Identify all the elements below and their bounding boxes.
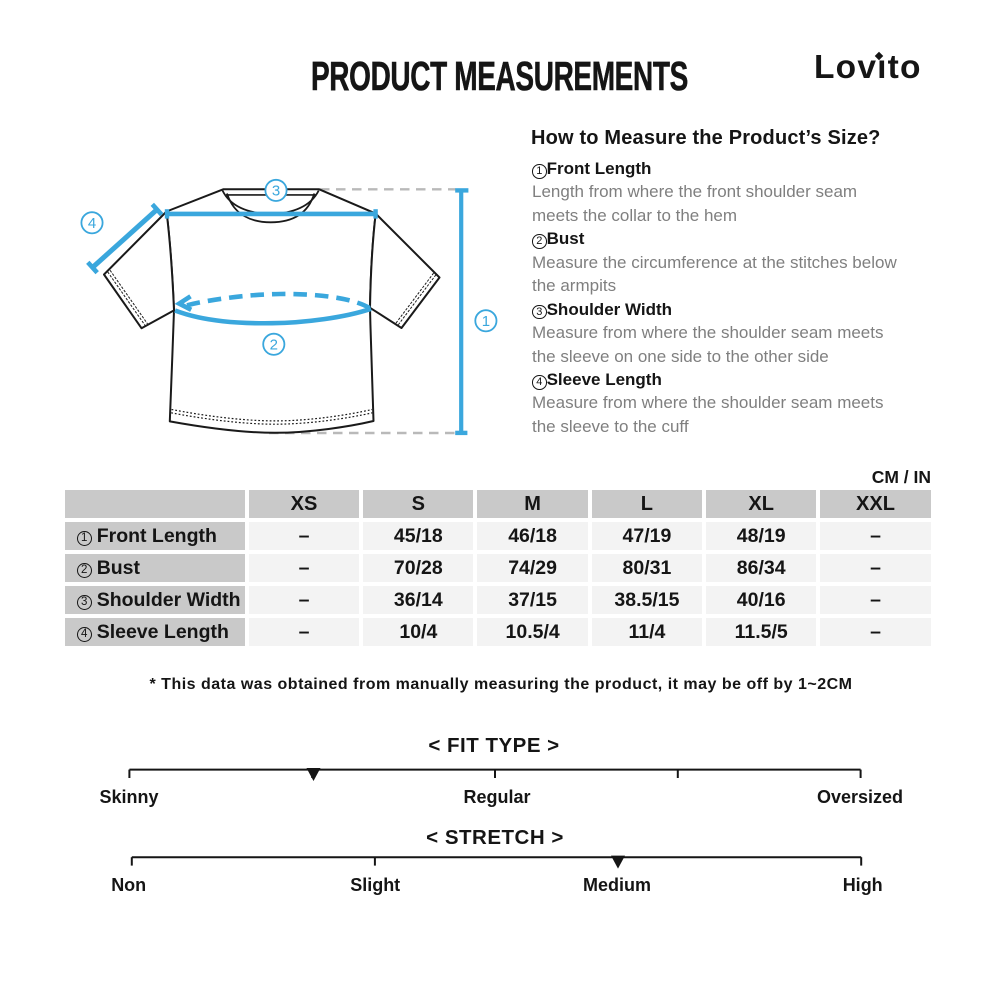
svg-text:3: 3 xyxy=(272,183,280,200)
svg-text:4: 4 xyxy=(88,215,96,232)
svg-text:2: 2 xyxy=(270,337,278,354)
svg-text:1: 1 xyxy=(482,313,490,330)
